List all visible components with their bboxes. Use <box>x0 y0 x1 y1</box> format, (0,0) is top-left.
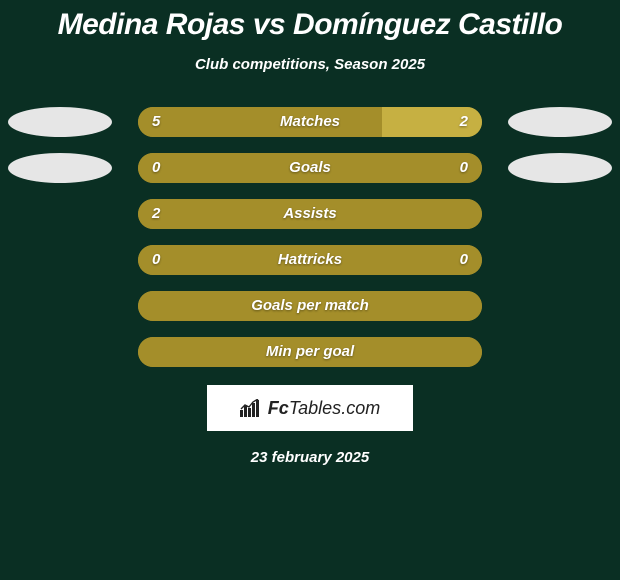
bars-icon <box>240 399 262 417</box>
comparison-row: Min per goal <box>0 337 620 367</box>
comparison-row: Goals per match <box>0 291 620 321</box>
date-label: 23 february 2025 <box>0 449 620 466</box>
player-badge-right <box>508 107 612 137</box>
value-right: 2 <box>460 107 468 137</box>
bar-shell: 52Matches <box>138 107 482 137</box>
value-left: 0 <box>152 245 160 275</box>
logo-text: FcTables.com <box>268 398 380 419</box>
bar-shell: Goals per match <box>138 291 482 321</box>
comparison-row: 52Matches <box>0 107 620 137</box>
bar-shell: 00Hattricks <box>138 245 482 275</box>
player-badge-left <box>8 107 112 137</box>
comparison-row: 00Goals <box>0 153 620 183</box>
bar-fill-left <box>138 291 482 321</box>
page-subtitle: Club competitions, Season 2025 <box>0 56 620 73</box>
comparison-row: 2Assists <box>0 199 620 229</box>
bar-fill-left <box>138 153 482 183</box>
logo: FcTables.com <box>207 385 413 431</box>
comparison-row: 00Hattricks <box>0 245 620 275</box>
value-right: 0 <box>460 153 468 183</box>
comparison-rows: 52Matches00Goals2Assists00HattricksGoals… <box>0 107 620 367</box>
player-badge-right <box>508 153 612 183</box>
player-badge-left <box>8 153 112 183</box>
value-right: 0 <box>460 245 468 275</box>
bar-shell: 2Assists <box>138 199 482 229</box>
page-title: Medina Rojas vs Domínguez Castillo <box>0 0 620 42</box>
bar-fill-left <box>138 199 482 229</box>
bar-shell: 00Goals <box>138 153 482 183</box>
bar-shell: Min per goal <box>138 337 482 367</box>
bar-fill-left <box>138 337 482 367</box>
value-left: 5 <box>152 107 160 137</box>
value-left: 0 <box>152 153 160 183</box>
value-left: 2 <box>152 199 160 229</box>
bar-fill-left <box>138 107 382 137</box>
bar-fill-left <box>138 245 482 275</box>
